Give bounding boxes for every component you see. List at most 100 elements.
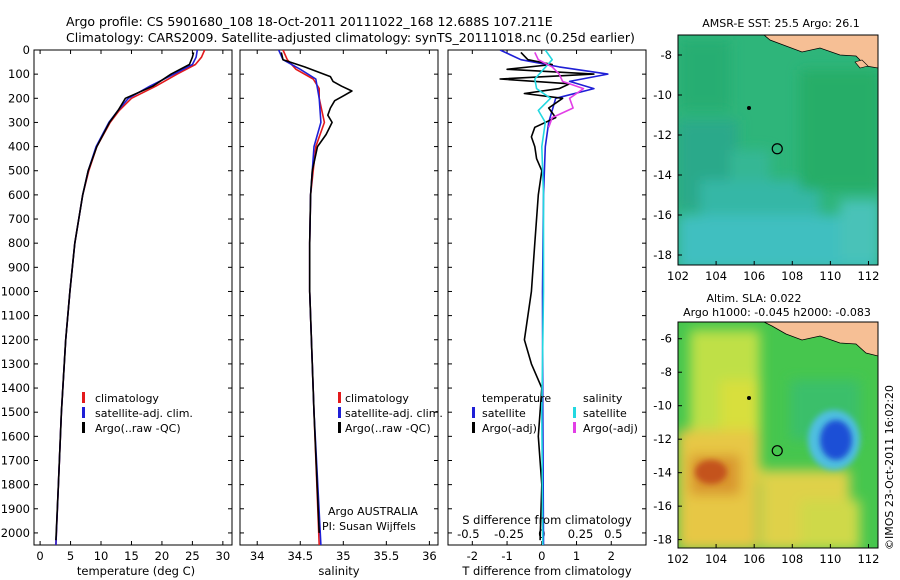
- x2-tick-label: 0: [538, 527, 545, 541]
- y-tick-label: 1500: [1, 405, 30, 419]
- sst-map-frame: [677, 34, 879, 266]
- x2-tick-label: -0.25: [494, 527, 524, 541]
- x2-tick-label: 0.5: [604, 527, 622, 541]
- map-x-tick-label: 102: [667, 269, 689, 283]
- legend-label: Argo(..raw -QC): [95, 422, 181, 435]
- temperature-panel: [33, 49, 233, 546]
- sla-map-frame: [677, 321, 879, 549]
- x-tick-label: 34.5: [287, 549, 313, 563]
- y-tick-label: 1400: [1, 381, 30, 395]
- series-group: [499, 50, 609, 545]
- series-line-argo-raw-qc-: [280, 52, 353, 533]
- x-tick-label: 20: [155, 549, 170, 563]
- x-tick-label: 0: [538, 549, 545, 563]
- x-tick-label: 1: [573, 549, 580, 563]
- map-x-tick-label: 108: [781, 269, 803, 283]
- legend-label: Argo(-adj): [482, 422, 537, 435]
- x-tick-label: 35.5: [374, 549, 400, 563]
- x-tick-label: -1: [501, 549, 512, 563]
- salinity-legend: climatology satellite-adj. clim. Argo(..…: [322, 392, 443, 533]
- map-y-tick-label: -12: [653, 128, 672, 142]
- map-y-tick-label: -12: [653, 432, 672, 446]
- x-tick-label: 34: [250, 549, 265, 563]
- y-tick-label: 700: [8, 212, 30, 226]
- map-y-tick-label: -10: [653, 88, 672, 102]
- difference-x2label: S difference from climatology: [462, 513, 632, 527]
- y-tick-label: 600: [8, 188, 30, 202]
- land-java: [678, 35, 878, 69]
- y-tick-label: 1000: [1, 284, 30, 298]
- credit-text: ©IMOS 23-Oct-2011 16:02:20: [883, 385, 896, 550]
- y-tick-label: 1800: [1, 478, 30, 492]
- sst-texture: [678, 40, 878, 265]
- sla-track-marker: [747, 396, 751, 400]
- map-x-tick-label: 110: [819, 269, 841, 283]
- legend-swatch-t-argo: [472, 422, 475, 433]
- temperature-legend: climatology satellite-adj. clim. Argo(..…: [82, 392, 193, 435]
- x-tick-label: 0: [36, 549, 43, 563]
- figure-title-line1: Argo profile: CS 5901680_108 18-Oct-2011…: [66, 14, 553, 29]
- series-line-argo-raw-qc-: [55, 52, 195, 541]
- map-y-tick-label: -10: [653, 399, 672, 413]
- legend-swatch-s-satellite: [573, 407, 576, 418]
- legend-swatch-argo: [338, 422, 341, 433]
- series-line-salinity-argo-adj-: [534, 52, 585, 128]
- map-x-tick-label: 106: [743, 552, 765, 566]
- map-y-tick-label: -16: [653, 499, 672, 513]
- series-group: [277, 50, 353, 545]
- sst-argo-marker: [771, 143, 783, 155]
- y-tick-label: 400: [8, 140, 30, 154]
- map-x-tick-label: 104: [705, 269, 727, 283]
- series-line-temperature-argo-adj-: [499, 51, 595, 541]
- salinity-xlabel: salinity: [318, 564, 359, 578]
- difference-xlabel: T difference from climatology: [461, 564, 632, 578]
- map-x-tick-label: 102: [667, 552, 689, 566]
- land-island: [854, 59, 869, 69]
- x-tick-label: 10: [94, 549, 109, 563]
- series-line-salinity-satellite: [533, 50, 554, 545]
- y-tick-label: 200: [8, 91, 30, 105]
- x-tick-label: 25: [185, 549, 200, 563]
- sst-track-marker: [747, 106, 751, 110]
- y-tick-label: 300: [8, 115, 30, 129]
- series-group: [55, 50, 206, 545]
- legend-swatch-climatology: [338, 392, 341, 403]
- map-y-tick-label: -18: [653, 248, 672, 262]
- x-tick-label: 2: [608, 549, 615, 563]
- map-y-tick-label: -14: [653, 466, 672, 480]
- y-tick-label: 900: [8, 260, 30, 274]
- difference-legend: temperature salinity satellite Argo(-adj…: [472, 392, 638, 435]
- x-tick-label: -2: [467, 549, 478, 563]
- map-x-tick-label: 108: [781, 552, 803, 566]
- map-y-tick-label: -8: [661, 48, 672, 62]
- map-y-tick-label: -8: [661, 365, 672, 379]
- y-tick-label: 1700: [1, 453, 30, 467]
- legend-swatch-satellite: [82, 407, 85, 418]
- map-y-tick-label: -18: [653, 533, 672, 547]
- sla-map-title: Altim. SLA: 0.022: [706, 292, 801, 305]
- legend-label: Argo(..raw -QC): [345, 422, 431, 435]
- map-x-tick-label: 106: [743, 269, 765, 283]
- legend-label: satellite-adj. clim.: [95, 407, 193, 420]
- float-annotation-line1: Argo AUSTRALIA: [328, 505, 418, 518]
- legend-label: Argo(-adj): [583, 422, 638, 435]
- sst-map-axes: 102 104 106 108 110 112 -8 -10 -12 -14 -16 -18: [653, 48, 879, 283]
- y-tick-label: 500: [8, 164, 30, 178]
- difference-plot: -2 -1 0 1 2 -0.5 -0.25 0 0.25 0.5: [448, 49, 646, 563]
- x-tick-label: 15: [124, 549, 139, 563]
- y-tick-label: 1600: [1, 429, 30, 443]
- legend-label: climatology: [95, 392, 159, 405]
- y-tick-label: 2000: [1, 526, 30, 540]
- map-x-tick-label: 104: [705, 552, 727, 566]
- y-tick-label: 1300: [1, 357, 30, 371]
- sst-map-title: AMSR-E SST: 25.5 Argo: 26.1: [702, 17, 860, 30]
- legend-header-salinity: salinity: [583, 392, 623, 405]
- map-y-tick-label: -16: [653, 208, 672, 222]
- y-tick-label: 1100: [1, 309, 30, 323]
- x2-tick-label: 0.25: [568, 527, 594, 541]
- map-x-tick-label: 110: [819, 552, 841, 566]
- sla-argo-marker: [771, 445, 783, 457]
- figure-title-line2: Climatology: CARS2009. Satellite-adjuste…: [66, 30, 635, 45]
- legend-label: climatology: [345, 392, 409, 405]
- y-tick-label: 100: [8, 67, 30, 81]
